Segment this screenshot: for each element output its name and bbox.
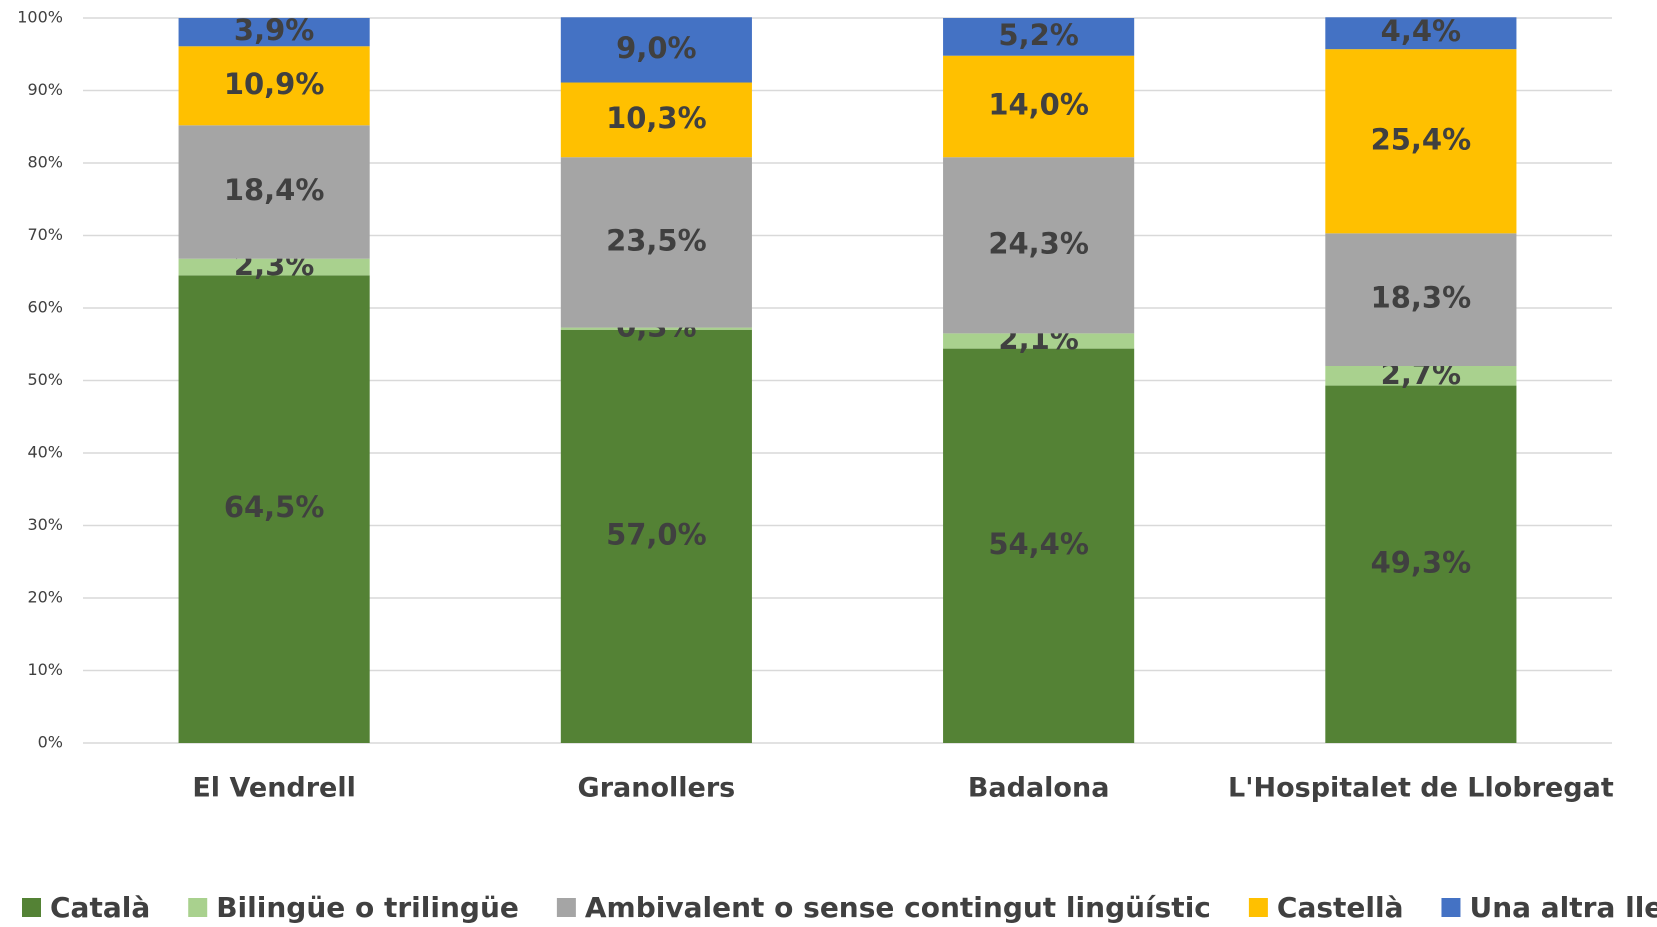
data-label: 64,5% <box>224 490 325 524</box>
legend-swatch <box>1441 898 1461 917</box>
y-tick-label: 40% <box>27 443 63 462</box>
bar-segment <box>1325 385 1517 743</box>
bar-segment <box>943 157 1135 334</box>
y-tick-label: 50% <box>27 370 63 389</box>
y-tick-label: 100% <box>17 8 63 27</box>
legend-label: Castellà <box>1277 891 1404 924</box>
bar-segment <box>943 333 1135 349</box>
data-label: 10,3% <box>606 101 707 135</box>
x-tick-label: El Vendrell <box>192 773 356 804</box>
data-label: 18,3% <box>1371 281 1472 315</box>
y-tick-label: 80% <box>27 153 63 172</box>
x-tick-label: Granollers <box>578 773 736 804</box>
legend-swatch <box>1248 898 1268 917</box>
y-tick-label: 30% <box>27 515 63 534</box>
y-tick-label: 10% <box>27 660 63 679</box>
bar-segment <box>178 258 370 276</box>
bar-segment <box>178 125 370 259</box>
data-label: 57,0% <box>606 517 707 551</box>
legend-swatch <box>22 898 41 917</box>
y-tick-label: 70% <box>27 225 63 244</box>
y-tick-label: 0% <box>38 733 63 752</box>
bar-segment <box>1325 366 1517 386</box>
bar-segment <box>943 18 1135 56</box>
bar-segment <box>178 46 370 126</box>
data-label: 3,9% <box>234 13 314 47</box>
data-label: 14,0% <box>988 87 1089 121</box>
bar-segment <box>560 17 752 83</box>
data-label: 24,3% <box>988 226 1089 260</box>
bar-segment <box>560 329 752 743</box>
legend-label: Una altra llengua <box>1469 891 1657 924</box>
data-label: 54,4% <box>988 527 1089 561</box>
legend-swatch <box>188 898 208 917</box>
bar-segment <box>943 348 1135 743</box>
legend-swatch <box>556 898 576 917</box>
data-label: 4,4% <box>1381 14 1461 48</box>
bar-segment <box>560 327 752 330</box>
data-label: 49,3% <box>1371 545 1472 579</box>
legend-label: Ambivalent o sense contingut lingüístic <box>585 891 1211 924</box>
bar-segment <box>1325 17 1517 50</box>
y-tick-label: 60% <box>27 298 63 317</box>
bar-segment <box>178 275 370 743</box>
x-tick-label: Badalona <box>968 773 1110 804</box>
bar-segment <box>1325 49 1517 234</box>
data-label: 5,2% <box>998 18 1078 52</box>
bar-segment <box>560 157 752 328</box>
legend-label: Català <box>50 891 150 924</box>
legend-label: Bilingüe o trilingüe <box>216 891 519 924</box>
y-tick-label: 20% <box>27 588 63 607</box>
bar-segment <box>1325 233 1517 366</box>
data-label: 23,5% <box>606 223 707 257</box>
data-label: 9,0% <box>616 31 696 65</box>
bar-segment <box>178 18 370 47</box>
bar-segment <box>560 82 752 158</box>
data-label: 25,4% <box>1371 122 1472 156</box>
y-tick-label: 90% <box>27 80 63 99</box>
data-label: 18,4% <box>224 173 325 207</box>
x-tick-label: L'Hospitalet de Llobregat <box>1228 773 1614 804</box>
data-label: 10,9% <box>224 67 325 101</box>
bar-segment <box>943 55 1135 158</box>
